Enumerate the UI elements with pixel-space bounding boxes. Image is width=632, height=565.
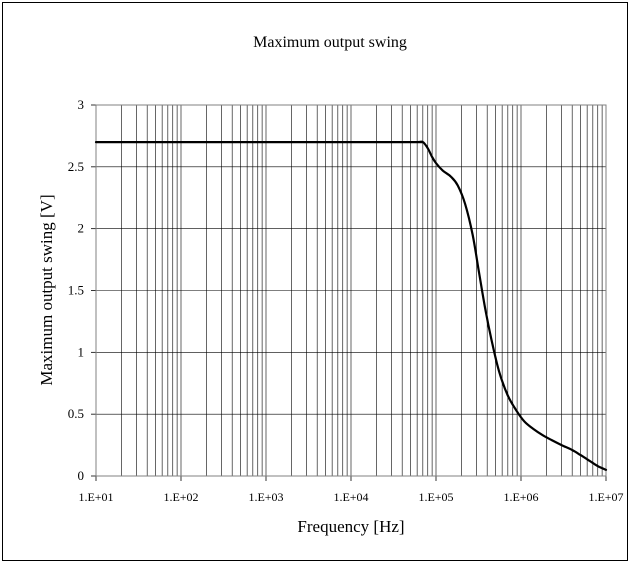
x-tick-label: 1.E+04 <box>333 490 368 504</box>
series-line <box>94 140 608 471</box>
x-tick-label: 1.E+03 <box>248 490 283 504</box>
x-tick-label: 1.E+06 <box>503 490 538 504</box>
y-tick-label: 3 <box>78 97 85 112</box>
y-tick-label: 2 <box>78 221 85 236</box>
y-tick-labels: 0 0.5 1 1.5 2 2.5 3 <box>68 97 84 483</box>
chart-frame <box>2 2 628 561</box>
y-tick-label: 1 <box>78 344 85 359</box>
grid <box>91 104 607 481</box>
y-tick-label: 1.5 <box>68 283 84 298</box>
x-tick-label: 1.E+01 <box>78 490 113 504</box>
y-axis-label: Maximum output swing [V] <box>37 194 56 385</box>
x-tick-label: 1.E+05 <box>418 490 453 504</box>
chart-title: Maximum output swing <box>253 34 407 51</box>
y-tick-label: 0.5 <box>68 406 84 421</box>
y-tick-label: 0 <box>78 468 85 483</box>
x-tick-label: 1.E+07 <box>588 490 623 504</box>
x-axis-label: Frequency [Hz] <box>297 517 404 536</box>
plot-area <box>95 104 607 477</box>
x-tick-label: 1.E+02 <box>163 490 198 504</box>
y-tick-label: 2.5 <box>68 159 84 174</box>
x-tick-labels: 1.E+01 1.E+02 1.E+03 1.E+04 1.E+05 1.E+06 1.E+… <box>78 490 623 504</box>
